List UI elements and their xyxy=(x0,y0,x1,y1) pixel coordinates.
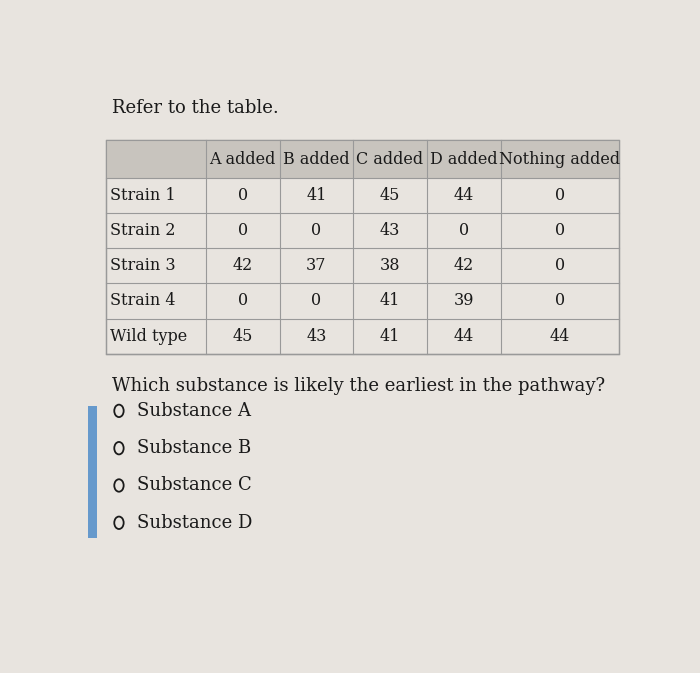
Text: B added: B added xyxy=(283,151,350,168)
Text: 41: 41 xyxy=(380,293,400,310)
Bar xyxy=(106,141,619,178)
Text: 41: 41 xyxy=(306,187,326,204)
Text: C added: C added xyxy=(356,151,424,168)
Text: 38: 38 xyxy=(380,257,400,275)
Text: Substance A: Substance A xyxy=(137,402,251,420)
Text: 0: 0 xyxy=(555,257,565,275)
Text: 44: 44 xyxy=(454,187,474,204)
Text: Substance C: Substance C xyxy=(137,476,252,495)
Text: A added: A added xyxy=(209,151,276,168)
Text: 45: 45 xyxy=(380,187,400,204)
Text: 39: 39 xyxy=(454,293,474,310)
Text: 0: 0 xyxy=(237,187,248,204)
Bar xyxy=(88,406,97,538)
Text: Strain 1: Strain 1 xyxy=(111,187,176,204)
Text: 0: 0 xyxy=(312,293,321,310)
Text: Strain 4: Strain 4 xyxy=(111,293,176,310)
Text: 0: 0 xyxy=(458,222,469,239)
Text: 0: 0 xyxy=(312,222,321,239)
Text: 44: 44 xyxy=(454,328,474,345)
Text: Wild type: Wild type xyxy=(111,328,188,345)
Text: Strain 2: Strain 2 xyxy=(111,222,176,239)
Text: 45: 45 xyxy=(232,328,253,345)
Text: Substance D: Substance D xyxy=(137,513,253,532)
Text: 43: 43 xyxy=(306,328,326,345)
Text: Which substance is likely the earliest in the pathway?: Which substance is likely the earliest i… xyxy=(112,377,605,395)
Text: Strain 3: Strain 3 xyxy=(111,257,176,275)
Text: 42: 42 xyxy=(232,257,253,275)
Text: 41: 41 xyxy=(380,328,400,345)
Text: 42: 42 xyxy=(454,257,474,275)
Text: Nothing added: Nothing added xyxy=(499,151,620,168)
Text: 37: 37 xyxy=(306,257,327,275)
Text: Refer to the table.: Refer to the table. xyxy=(112,99,279,117)
Text: Substance B: Substance B xyxy=(137,439,252,457)
Text: 0: 0 xyxy=(555,222,565,239)
Text: 43: 43 xyxy=(380,222,400,239)
Text: 0: 0 xyxy=(555,293,565,310)
Text: 0: 0 xyxy=(555,187,565,204)
Text: 0: 0 xyxy=(237,293,248,310)
Bar xyxy=(106,141,619,354)
Text: D added: D added xyxy=(430,151,498,168)
Text: 0: 0 xyxy=(237,222,248,239)
Text: 44: 44 xyxy=(550,328,570,345)
